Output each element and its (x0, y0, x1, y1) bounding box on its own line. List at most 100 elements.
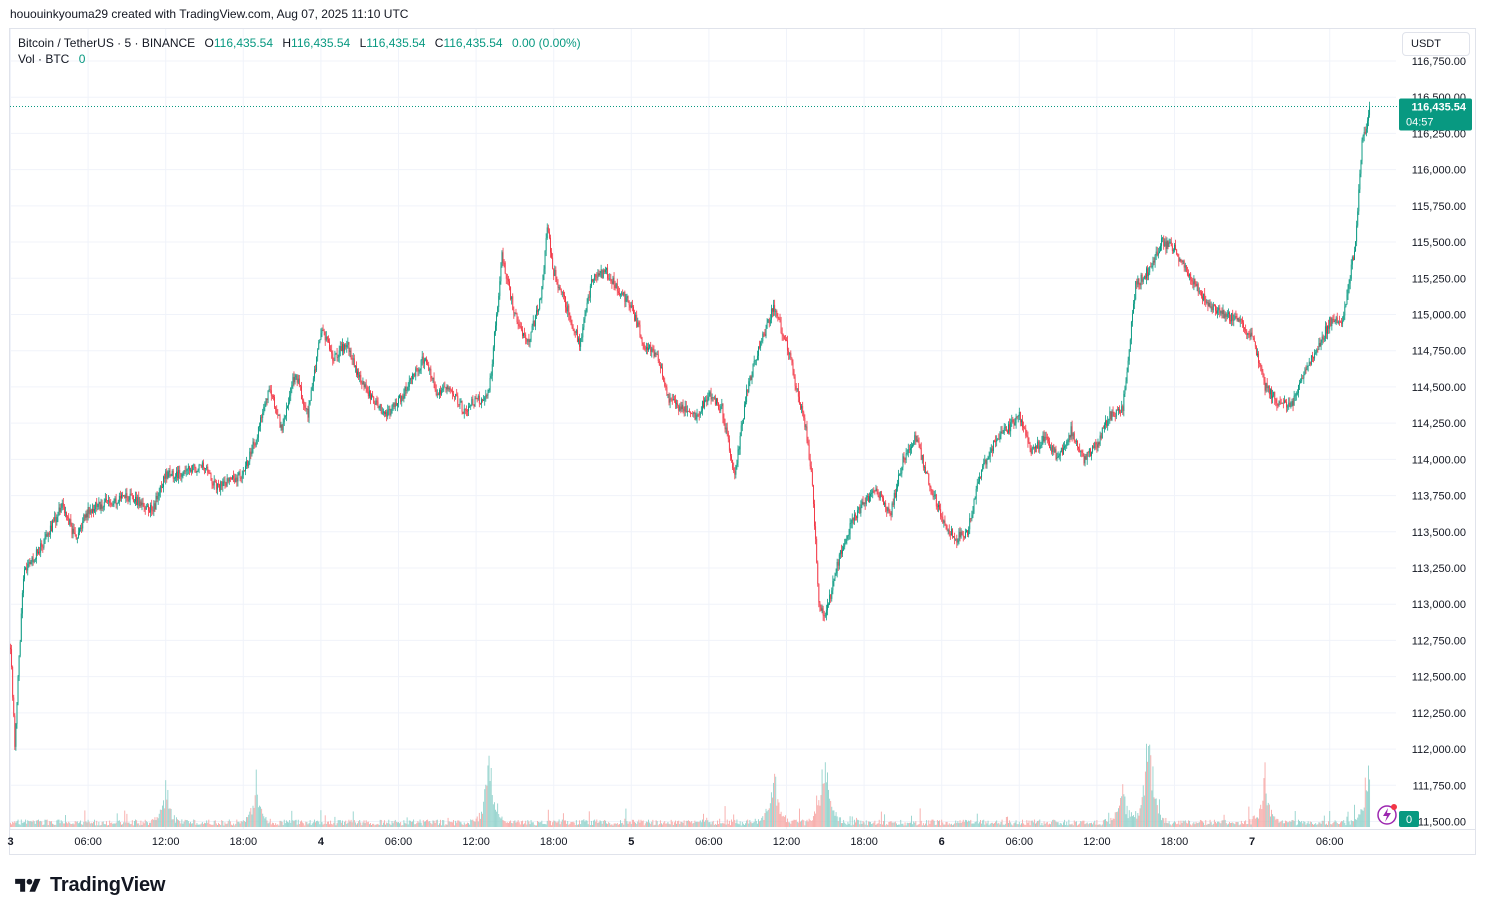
candle-body (567, 305, 569, 312)
candle (25, 566, 27, 571)
volume-bar (725, 824, 727, 827)
volume-bar (504, 821, 506, 827)
volume-bar (778, 802, 780, 827)
candle (556, 276, 558, 285)
volume-bar (281, 821, 283, 827)
candle (1079, 443, 1081, 453)
candle (725, 423, 727, 435)
candle (596, 272, 598, 283)
candle (569, 312, 571, 323)
volume-bar (748, 823, 750, 827)
candle (199, 464, 201, 466)
volume-bar (1072, 825, 1074, 827)
candle-body (742, 419, 744, 423)
volume-bar (824, 762, 826, 827)
volume-bar (82, 824, 84, 827)
candle (122, 491, 124, 499)
candle (796, 388, 798, 392)
candle (810, 461, 812, 473)
candle-body (627, 296, 629, 302)
candle-body (441, 390, 443, 395)
candle (387, 404, 389, 420)
volume-bar (855, 822, 856, 827)
candle-body (642, 342, 644, 345)
volume-bar (819, 805, 821, 827)
candle (1056, 452, 1058, 462)
candle (710, 387, 712, 405)
candle-body (287, 406, 288, 409)
chart-frame[interactable] (9, 28, 1476, 855)
candle-body (1061, 447, 1063, 455)
volume-bar (1292, 820, 1294, 827)
candle (1189, 273, 1191, 281)
volume-bar (1055, 821, 1057, 827)
candle-body (569, 315, 571, 320)
candle-body (1253, 337, 1255, 342)
volume-bar (345, 820, 347, 827)
candle (382, 408, 384, 416)
candle (434, 381, 436, 392)
candle-body (1314, 353, 1316, 359)
candle-body (199, 464, 201, 466)
volume-bar (243, 820, 245, 827)
candle (584, 309, 586, 323)
candle (94, 504, 96, 514)
volume-bar (68, 821, 70, 827)
candle (1094, 441, 1096, 451)
volume-bar (860, 820, 862, 827)
volume-bar (1128, 810, 1130, 827)
candle (164, 473, 166, 483)
candle-body (1081, 450, 1083, 453)
candle (825, 604, 827, 621)
candle-body (1016, 416, 1018, 418)
candle (856, 515, 858, 521)
volume-bar (724, 806, 726, 827)
candle (1123, 390, 1125, 417)
candle-body (579, 338, 581, 347)
candle (555, 266, 557, 283)
candle-body (274, 397, 276, 408)
candle-body (523, 333, 524, 336)
candle (794, 374, 796, 391)
candle-body (180, 473, 182, 477)
candle (680, 401, 682, 414)
candle-body (289, 395, 291, 403)
volume-bar (138, 823, 140, 827)
volume-bar (571, 822, 573, 827)
candle (319, 339, 321, 344)
volume-bar (149, 822, 150, 827)
candle-body (1282, 402, 1284, 404)
candle (566, 301, 568, 314)
candle-body (506, 278, 508, 280)
candle (561, 291, 563, 298)
candle (236, 474, 238, 487)
volume-bar (1136, 818, 1138, 827)
candle (389, 405, 391, 420)
volume-bar (256, 794, 258, 827)
volume-bar (668, 823, 670, 827)
candle-body (1175, 244, 1177, 250)
candle-body (187, 466, 189, 470)
volume-bar (1326, 823, 1327, 827)
candle-body (176, 471, 177, 477)
candle (253, 438, 255, 449)
candle-body (1143, 275, 1145, 279)
volume-bar (532, 822, 534, 827)
volume-bar (57, 819, 59, 827)
candle-body (1269, 388, 1271, 395)
candle-body (1243, 322, 1244, 328)
candle-body (193, 464, 195, 466)
candle (969, 513, 971, 535)
candle-body (820, 606, 822, 611)
volume-bar (483, 801, 485, 827)
candle-body (514, 312, 516, 314)
candle-body (601, 269, 603, 278)
candle (1314, 349, 1316, 361)
candle (533, 320, 535, 327)
volume-bar (22, 822, 24, 827)
candle-body (74, 532, 76, 535)
candle (997, 437, 999, 441)
volume-bar (495, 809, 496, 827)
candle-body (560, 289, 562, 293)
